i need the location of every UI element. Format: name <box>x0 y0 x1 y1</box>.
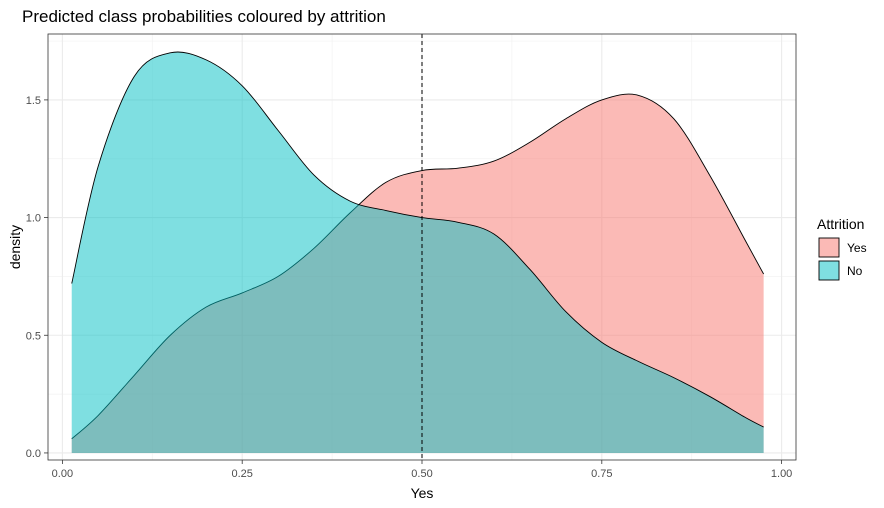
x-tick-label: 0.75 <box>591 468 612 480</box>
y-tick-label: 1.0 <box>26 213 41 225</box>
legend-label-no: No <box>847 264 863 278</box>
legend-swatch-no <box>818 260 840 281</box>
x-tick-label: 0.00 <box>52 468 73 480</box>
x-tick-label: 0.50 <box>411 468 432 480</box>
chart-title: Predicted class probabilities coloured b… <box>22 7 386 26</box>
y-tick-label: 1.5 <box>26 95 41 107</box>
density-curve-no <box>71 51 764 428</box>
x-axis-ticks: 0.00 0.25 0.50 0.75 1.00 <box>52 460 792 480</box>
x-tick-label: 0.25 <box>231 468 252 480</box>
legend-title: Attrition <box>817 216 864 232</box>
y-tick-label: 0.0 <box>26 448 41 460</box>
density-area-no <box>71 51 764 453</box>
y-tick-label: 0.5 <box>26 330 41 342</box>
density-areas <box>71 51 765 453</box>
x-tick-label: 1.00 <box>771 468 792 480</box>
legend: Attrition Yes No <box>817 216 867 281</box>
legend-swatch-yes <box>818 237 840 258</box>
y-axis-ticks: 0.0 0.5 1.0 1.5 <box>26 95 48 460</box>
x-axis-title: Yes <box>411 485 434 501</box>
y-axis-title: density <box>7 225 23 269</box>
legend-label-yes: Yes <box>847 241 867 255</box>
